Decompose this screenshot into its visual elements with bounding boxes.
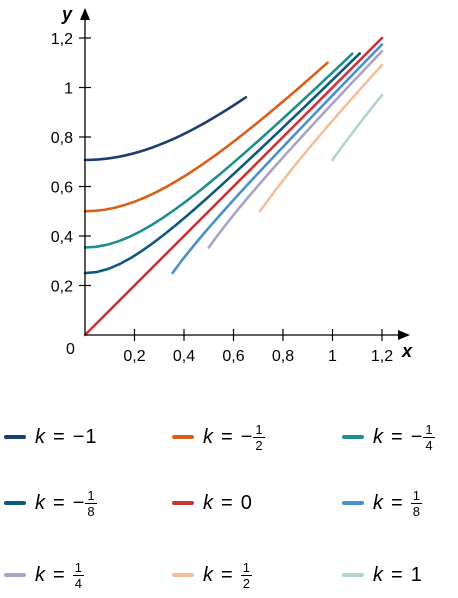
series-line-4 bbox=[83, 36, 384, 337]
legend-swatch bbox=[4, 573, 26, 577]
series-line-6 bbox=[207, 49, 384, 249]
legend-label: k = 0 bbox=[203, 491, 252, 514]
y-tick-label: 1 bbox=[64, 81, 73, 98]
y-axis-label: y bbox=[61, 4, 73, 24]
series-line-7 bbox=[258, 63, 384, 213]
legend-swatch bbox=[172, 501, 194, 505]
legend-swatch bbox=[4, 501, 26, 505]
x-axis-arrow-icon bbox=[398, 330, 410, 340]
y-tick-label: 0,2 bbox=[51, 279, 73, 296]
legend-swatch bbox=[342, 573, 364, 577]
series-line-3 bbox=[83, 52, 362, 275]
legend-label: k = −1 bbox=[35, 425, 97, 448]
legend-label: k = −1 4 bbox=[373, 421, 435, 453]
legend-item: k = −1 8 bbox=[4, 481, 97, 525]
series-curves bbox=[83, 36, 384, 337]
legend-swatch bbox=[172, 573, 194, 577]
series-line-5 bbox=[171, 43, 384, 275]
x-tick-label: 0,8 bbox=[272, 348, 294, 365]
x-tick-label: 1,2 bbox=[371, 348, 393, 365]
x-tick-label: 0,2 bbox=[123, 348, 145, 365]
y-tick-label: 1,2 bbox=[51, 31, 73, 48]
x-tick-label: 0,4 bbox=[173, 348, 195, 365]
x-tick-label: 0,6 bbox=[222, 348, 244, 365]
axes bbox=[80, 8, 410, 340]
legend-item: k = 1 bbox=[342, 553, 422, 597]
series-line-2 bbox=[83, 52, 354, 249]
legend-swatch bbox=[172, 435, 194, 439]
origin-label: 0 bbox=[66, 341, 75, 358]
legend-label: k = 1 8 bbox=[373, 487, 422, 519]
series-line-0 bbox=[83, 95, 248, 162]
chart-plot: 0,2 0,4 0,6 0,8 1 1,2 0,2 0,4 0,6 0,8 1 1,2 x y 0 bbox=[51, 4, 413, 365]
legend-item: k = −1 4 bbox=[342, 415, 435, 459]
y-tick-label: 0,4 bbox=[51, 229, 73, 246]
legend-item: k = 1 8 bbox=[342, 481, 422, 525]
series-line-8 bbox=[331, 93, 384, 162]
y-tick-label: 0,8 bbox=[51, 130, 73, 147]
x-tick-label: 1 bbox=[328, 348, 337, 365]
legend-label: k = −1 2 bbox=[203, 421, 265, 453]
y-axis-arrow-icon bbox=[80, 8, 90, 20]
legend-item: k = −1 bbox=[4, 415, 97, 459]
legend-item: k = −1 2 bbox=[172, 415, 265, 459]
legend-label: k = 1 2 bbox=[203, 559, 252, 591]
legend-label: k = 1 bbox=[373, 563, 422, 586]
legend-swatch bbox=[342, 501, 364, 505]
legend-swatch bbox=[342, 435, 364, 439]
legend-swatch bbox=[4, 435, 26, 439]
y-tick-label: 0,6 bbox=[51, 180, 73, 197]
legend-item: k = 1 4 bbox=[4, 553, 84, 597]
legend-label: k = 1 4 bbox=[35, 559, 84, 591]
legend-label: k = −1 8 bbox=[35, 487, 97, 519]
axis-ticks: 0,2 0,4 0,6 0,8 1 1,2 0,2 0,4 0,6 0,8 1 1,2 bbox=[51, 31, 393, 365]
legend-item: k = 1 2 bbox=[172, 553, 252, 597]
series-line-1 bbox=[83, 61, 329, 213]
x-axis-label: x bbox=[401, 341, 413, 361]
legend-item: k = 0 bbox=[172, 481, 252, 525]
